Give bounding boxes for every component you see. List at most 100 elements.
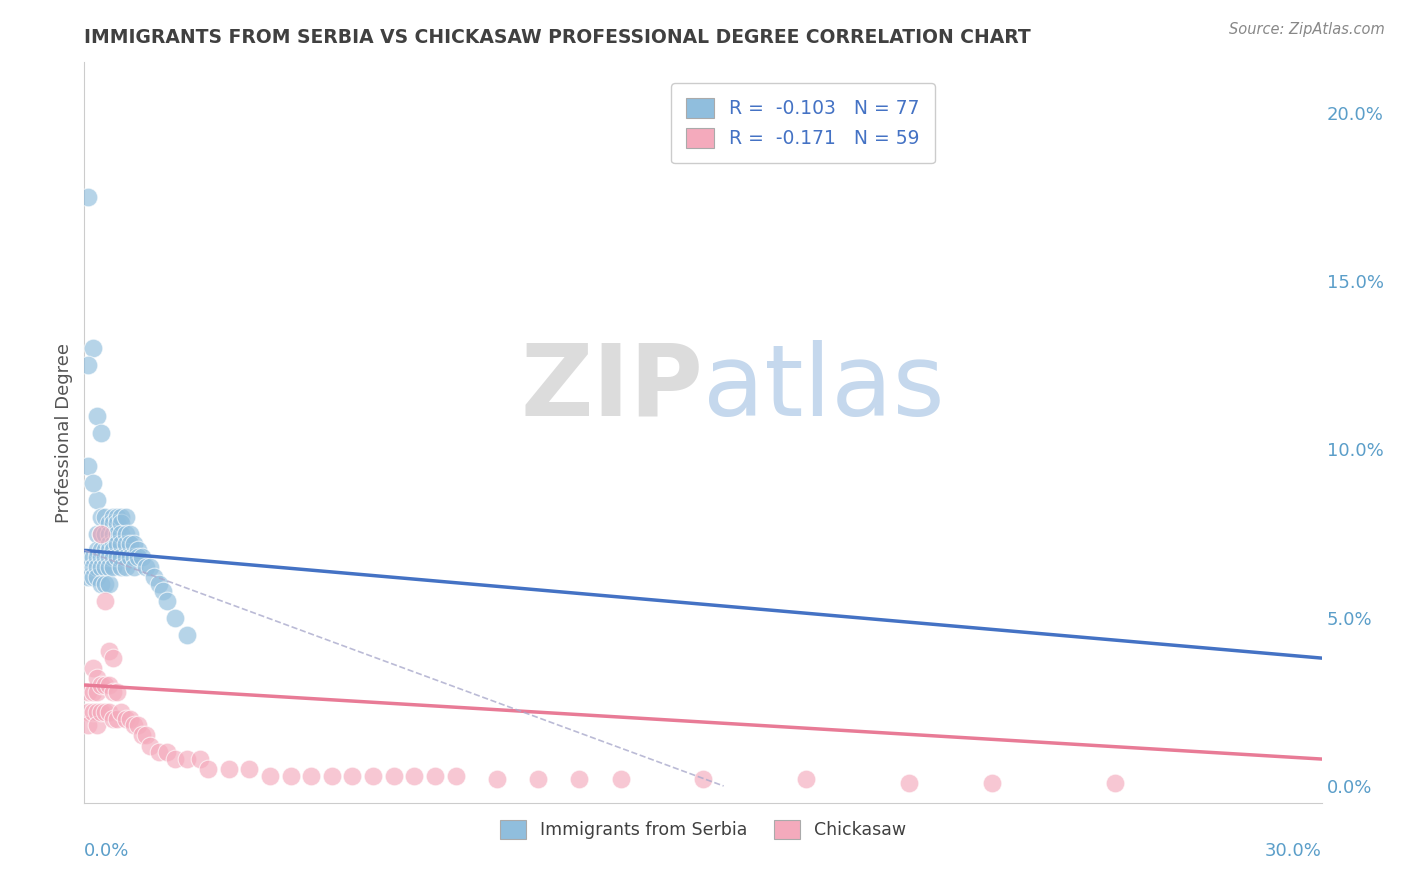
Point — [110, 526, 132, 541]
Text: atlas: atlas — [703, 340, 945, 437]
Point — [94, 594, 117, 608]
Point — [94, 543, 117, 558]
Point — [86, 560, 108, 574]
Point — [98, 543, 121, 558]
Point — [98, 644, 121, 658]
Point — [197, 762, 219, 776]
Point — [98, 577, 121, 591]
Point — [90, 543, 112, 558]
Point — [86, 685, 108, 699]
Point — [898, 775, 921, 789]
Point — [86, 705, 108, 719]
Point — [98, 526, 121, 541]
Point — [77, 705, 100, 719]
Y-axis label: Professional Degree: Professional Degree — [55, 343, 73, 523]
Text: ZIP: ZIP — [520, 340, 703, 437]
Point — [105, 516, 128, 531]
Point — [98, 678, 121, 692]
Point — [342, 769, 364, 783]
Point — [176, 752, 198, 766]
Point — [110, 705, 132, 719]
Point — [82, 560, 104, 574]
Point — [105, 550, 128, 565]
Point — [127, 543, 149, 558]
Point — [82, 476, 104, 491]
Point — [77, 459, 100, 474]
Point — [139, 560, 162, 574]
Point — [139, 739, 162, 753]
Point — [122, 550, 145, 565]
Point — [423, 769, 446, 783]
Point — [86, 543, 108, 558]
Point — [103, 550, 125, 565]
Point — [94, 526, 117, 541]
Point — [103, 712, 125, 726]
Point — [94, 577, 117, 591]
Point — [114, 509, 136, 524]
Point — [77, 718, 100, 732]
Point — [165, 752, 187, 766]
Point — [103, 536, 125, 550]
Point — [444, 769, 467, 783]
Point — [218, 762, 240, 776]
Point — [404, 769, 426, 783]
Text: Source: ZipAtlas.com: Source: ZipAtlas.com — [1229, 22, 1385, 37]
Point — [152, 583, 174, 598]
Point — [98, 560, 121, 574]
Point — [90, 550, 112, 565]
Point — [148, 577, 170, 591]
Point — [90, 526, 112, 541]
Point — [94, 705, 117, 719]
Point — [143, 570, 166, 584]
Point — [188, 752, 211, 766]
Point — [131, 729, 153, 743]
Point — [122, 560, 145, 574]
Point — [321, 769, 343, 783]
Point — [86, 409, 108, 423]
Point — [692, 772, 714, 787]
Point — [77, 570, 100, 584]
Point — [980, 775, 1002, 789]
Point — [82, 570, 104, 584]
Point — [86, 718, 108, 732]
Point — [90, 509, 112, 524]
Point — [122, 536, 145, 550]
Point — [568, 772, 591, 787]
Point — [103, 560, 125, 574]
Point — [176, 627, 198, 641]
Point — [86, 671, 108, 685]
Point — [135, 560, 157, 574]
Point — [299, 769, 322, 783]
Point — [114, 526, 136, 541]
Point — [148, 745, 170, 759]
Point — [118, 712, 141, 726]
Point — [110, 509, 132, 524]
Point — [90, 678, 112, 692]
Point — [280, 769, 302, 783]
Point — [361, 769, 384, 783]
Point — [527, 772, 550, 787]
Point — [118, 550, 141, 565]
Point — [105, 712, 128, 726]
Point — [105, 536, 128, 550]
Point — [114, 712, 136, 726]
Point — [90, 526, 112, 541]
Point — [485, 772, 508, 787]
Point — [110, 550, 132, 565]
Point — [90, 425, 112, 440]
Point — [82, 342, 104, 356]
Point — [77, 359, 100, 373]
Point — [82, 661, 104, 675]
Point — [94, 560, 117, 574]
Point — [110, 516, 132, 531]
Point — [82, 705, 104, 719]
Point — [103, 516, 125, 531]
Point — [94, 550, 117, 565]
Point — [105, 509, 128, 524]
Legend: Immigrants from Serbia, Chickasaw: Immigrants from Serbia, Chickasaw — [494, 813, 912, 846]
Point — [82, 550, 104, 565]
Point — [118, 536, 141, 550]
Point — [90, 577, 112, 591]
Point — [98, 550, 121, 565]
Point — [77, 685, 100, 699]
